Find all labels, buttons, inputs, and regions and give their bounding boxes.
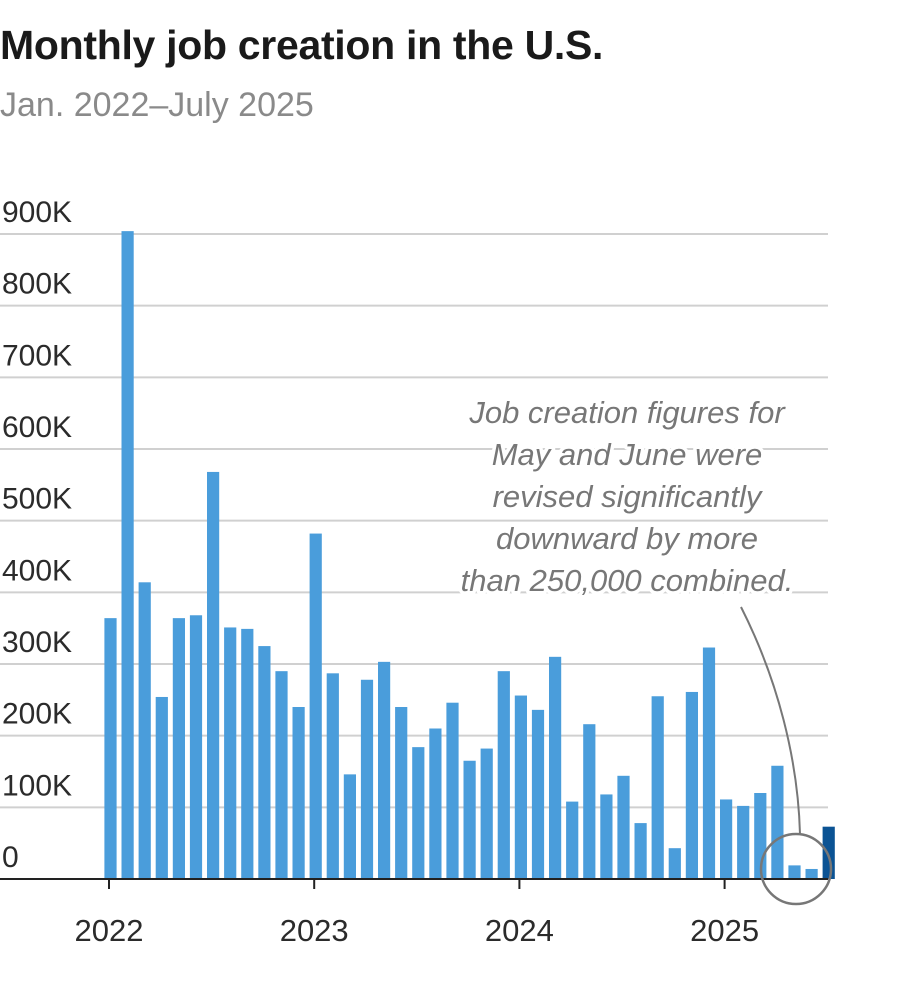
bar-2024-10: [668, 848, 681, 879]
x-tick-label: 2022: [75, 913, 144, 948]
annotation-line: revised significantly: [493, 479, 764, 514]
annotation-halo: downward by more: [496, 521, 758, 556]
bar-2022-02: [121, 231, 134, 880]
y-tick-label: 500K: [2, 483, 72, 516]
bar-2023-05: [378, 661, 391, 879]
bar-2023-11: [480, 748, 493, 879]
chart-title: Monthly job creation in the U.S.: [0, 22, 604, 68]
y-tick-label: 800K: [2, 268, 72, 301]
x-tick-label: 2024: [485, 913, 554, 948]
annotation-line: Job creation figures for: [468, 395, 786, 430]
bar-2022-01: [104, 618, 117, 879]
bar-2024-12: [702, 647, 716, 879]
bar-2023-08: [429, 728, 442, 879]
y-axis-ticks: 0 100K 200K 300K 400K 500K 600K 700K 800K 900K: [2, 196, 72, 874]
bar-2024-11: [685, 691, 698, 879]
annotation-circle: [759, 832, 833, 906]
gridlines: [0, 233, 828, 809]
y-tick-label: 200K: [2, 698, 72, 731]
bar-2022-12: [292, 707, 305, 879]
bar-2023-10: [463, 760, 476, 879]
bar-2024-04: [566, 801, 579, 879]
annotation-line: downward by more: [496, 521, 758, 556]
bar-2025-01: [720, 799, 733, 879]
bar-2024-02: [531, 709, 545, 879]
bar-2024-05: [583, 724, 596, 879]
bar-2024-09: [651, 696, 664, 879]
x-tick-label: 2025: [690, 913, 759, 948]
bar-2024-08: [634, 823, 647, 879]
bar-2023-07: [412, 747, 425, 879]
bar-2024-06: [600, 794, 613, 879]
y-tick-label: 400K: [2, 554, 72, 587]
annotation-halo: Job creation figures for: [468, 395, 786, 430]
bar-2025-04: [771, 765, 784, 879]
bar-2022-03: [138, 582, 151, 879]
bars: [104, 231, 835, 880]
bar-2022-04: [155, 696, 168, 879]
bar-2022-11: [275, 671, 288, 879]
bar-2022-10: [258, 646, 271, 879]
annotation-leader-line: [740, 606, 801, 835]
bar-2022-05: [172, 618, 185, 879]
annotation-line: than 250,000 combined.: [461, 563, 794, 598]
bar-2024-07: [617, 775, 630, 879]
annotation-halo: than 250,000 combined.: [461, 563, 794, 598]
bar-2024-03: [549, 656, 562, 879]
bar-2022-08: [224, 627, 237, 879]
bar-2023-06: [395, 707, 408, 879]
bar-2022-07: [207, 471, 220, 879]
bar-2025-05: [788, 865, 801, 879]
bar-2023-09: [446, 702, 459, 879]
bar-2023-01: [309, 533, 322, 879]
y-tick-label: 300K: [2, 626, 72, 659]
bar-2022-06: [189, 615, 203, 879]
x-axis: 2022 2023 2024 2025: [0, 878, 828, 948]
y-tick-label: 600K: [2, 411, 72, 444]
x-tick-label: 2023: [280, 913, 349, 948]
bar-2023-04: [360, 679, 374, 879]
annotation-halo: May and June were: [492, 437, 763, 472]
annotation-halo: revised significantly: [493, 479, 764, 514]
annotation-line: May and June were: [492, 437, 763, 472]
y-tick-label: 0: [2, 841, 19, 874]
y-tick-label: 700K: [2, 339, 72, 372]
y-tick-label: 100K: [2, 769, 72, 802]
bar-2025-07: [822, 826, 835, 879]
y-tick-label: 900K: [2, 196, 72, 229]
chart-subtitle: Jan. 2022–July 2025: [0, 86, 314, 124]
bar-2023-12: [497, 671, 510, 879]
bar-2024-01: [514, 695, 527, 879]
bar-2022-09: [241, 628, 254, 879]
bar-2025-02: [737, 805, 750, 879]
bar-2023-03: [343, 774, 356, 879]
bar-2023-02: [326, 673, 339, 879]
bar-2025-06: [805, 868, 818, 879]
